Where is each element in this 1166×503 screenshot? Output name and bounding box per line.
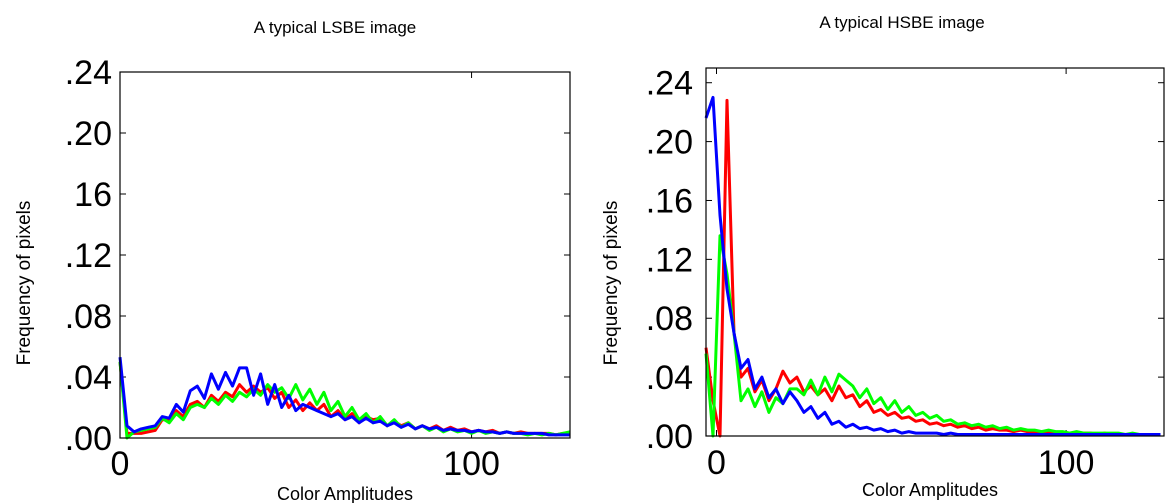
y-tick-label: .12: [646, 241, 693, 279]
y-tick-label: .04: [646, 359, 693, 397]
plot-frame: [706, 68, 1164, 436]
y-tick-label: .16: [646, 182, 693, 220]
y-tick-label: 16: [74, 176, 112, 214]
series-line-0: [706, 100, 1161, 436]
y-tick-label: .04: [65, 359, 112, 397]
y-tick-label: .20: [646, 124, 693, 162]
chart-title: A typical HSBE image: [819, 13, 984, 32]
x-tick-label: 0: [707, 444, 726, 482]
x-tick-label: 0: [111, 445, 130, 483]
x-tick-label: 100: [443, 445, 500, 483]
plot-frame: [120, 72, 570, 438]
y-tick-label: .24: [65, 54, 112, 92]
y-axis-label: Frequency of pixels: [601, 201, 622, 366]
x-tick-label: 100: [1038, 444, 1095, 482]
axis-ticks: .00 .04 .08 .12 16 .20 .24 0 100: [65, 54, 570, 483]
y-axis-label: Frequency of pixels: [14, 201, 35, 366]
y-tick-label: .00: [646, 418, 693, 456]
series-line-2: [706, 97, 1161, 434]
series-group: [120, 357, 570, 438]
x-axis-label: Color Amplitudes: [277, 484, 413, 503]
y-tick-label: .00: [65, 420, 112, 458]
y-tick-label: .08: [646, 300, 693, 338]
y-tick-label: .08: [65, 298, 112, 336]
series-line-2: [120, 357, 570, 435]
y-tick-label: .12: [65, 237, 112, 275]
hsbe-histogram: A typical HSBE image Color Amplitudes Fr…: [601, 13, 1164, 500]
x-axis-label: Color Amplitudes: [862, 480, 998, 500]
lsbe-histogram: A typical LSBE image Color Amplitudes Fr…: [14, 18, 570, 503]
y-tick-label: .24: [646, 65, 693, 103]
chart-title: A typical LSBE image: [254, 18, 417, 37]
series-line-1: [706, 236, 1161, 436]
y-tick-label: .20: [65, 115, 112, 153]
series-group: [706, 97, 1161, 436]
